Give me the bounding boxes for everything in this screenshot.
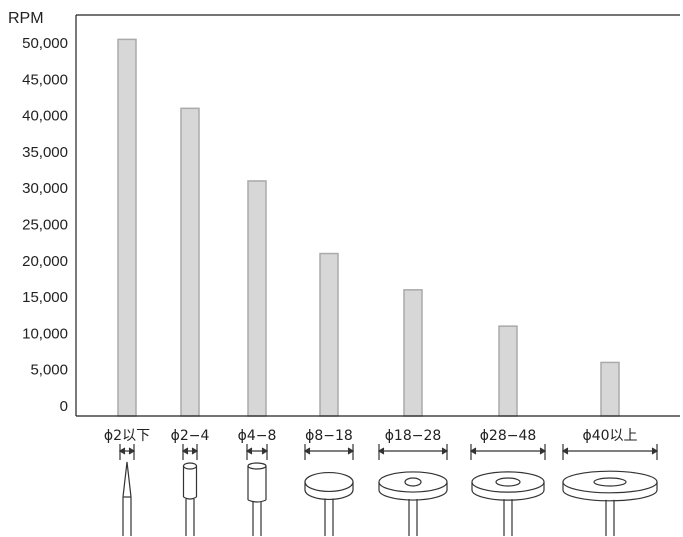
bar [600,361,620,417]
y-axis-label: RPM [8,10,44,27]
wide-disc-icon [377,444,449,536]
category-label: ϕ2以下 [104,428,150,444]
axes [75,14,680,417]
y-tick-label: 20,000 [22,253,68,270]
disc-icon [303,444,355,536]
bars [117,38,620,417]
y-tick-label: 40,000 [22,108,68,125]
small-cylinder-bur-icon [181,444,199,536]
category-label: ϕ4−8 [238,428,277,444]
bar [247,180,267,417]
category-label: ϕ28−48 [480,428,537,444]
wider-disc-icon [469,444,547,536]
y-tick-label: 30,000 [22,180,68,197]
category-labels: ϕ2以下 ϕ2−4 ϕ4−8 ϕ8−18 ϕ18−28 ϕ28−48 ϕ40以上 [104,428,638,444]
category-label: ϕ18−28 [385,428,442,444]
y-tick-label: 25,000 [22,217,68,234]
y-tick-label: 35,000 [22,144,68,161]
needle-bur-icon [118,444,136,536]
y-tick-label: 10,000 [22,325,68,342]
bar [117,38,137,417]
cylinder-bur-icon [245,444,269,536]
large-disc-icon [561,444,659,536]
y-tick-labels: 50,000 45,000 40,000 35,000 30,000 25,000 20,0… [22,35,68,415]
y-tick-label: 45,000 [22,71,68,88]
bar [319,252,339,417]
bar [498,325,518,417]
y-tick-label: 50,000 [22,35,68,52]
bar [403,289,423,417]
y-tick-label: 15,000 [22,289,68,306]
category-label: ϕ8−18 [305,428,353,444]
y-tick-label: 5,000 [30,362,68,379]
category-label: ϕ40以上 [582,428,637,444]
bar [180,107,200,417]
category-label: ϕ2−4 [171,428,210,444]
tool-icons [118,444,659,536]
y-tick-label: 0 [60,398,68,415]
